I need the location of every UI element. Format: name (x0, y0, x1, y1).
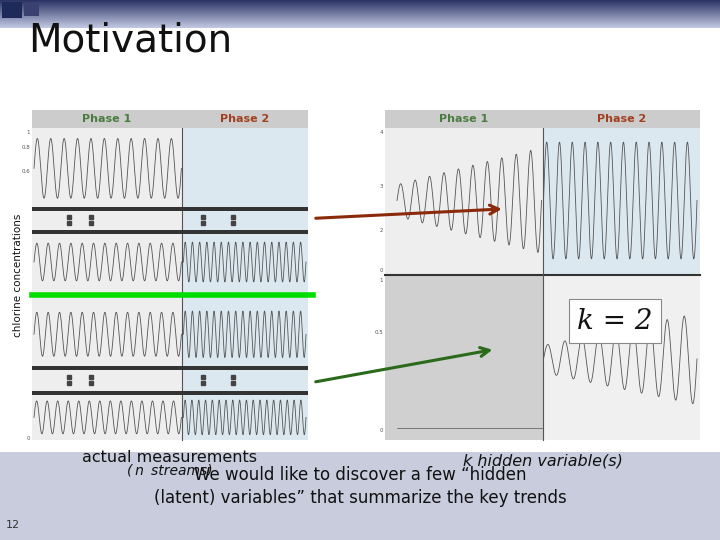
Text: 1: 1 (27, 130, 30, 134)
Text: 0: 0 (379, 428, 383, 433)
Bar (0, 1, 720, 2)
Text: 3: 3 (379, 184, 383, 190)
Bar (0, 3, 720, 4)
Bar (0, 14, 720, 15)
Text: 4: 4 (379, 131, 383, 136)
Text: 12: 12 (6, 520, 20, 530)
Bar (0, 4, 720, 5)
Bar (0, 21, 720, 22)
Text: Phase 1: Phase 1 (439, 114, 488, 124)
Text: 0.6: 0.6 (22, 169, 30, 174)
Bar (32, 230, 308, 234)
Bar (385, 110, 700, 440)
Bar (0, 17, 720, 18)
Bar (385, 275, 542, 440)
Bar (32, 391, 308, 395)
Text: Phase 2: Phase 2 (220, 114, 269, 124)
Bar (0, 12, 720, 13)
Bar (542, 128, 700, 275)
Bar (0, 9, 720, 10)
Bar (0, 22, 720, 23)
Bar (0, 13, 720, 14)
Bar (0, 25, 720, 26)
Bar (0, 19, 720, 20)
Text: 0: 0 (379, 267, 383, 273)
Text: 1: 1 (379, 278, 383, 282)
Text: actual measurements: actual measurements (83, 450, 258, 465)
Text: Phase 1: Phase 1 (82, 114, 131, 124)
Bar (0, 10, 720, 11)
Text: chlorine concentrations: chlorine concentrations (13, 213, 23, 336)
Text: Motivation: Motivation (28, 21, 232, 59)
Bar (182, 128, 308, 440)
Bar (0, 2, 720, 3)
Bar (0, 11, 720, 12)
Bar (385, 128, 542, 275)
Bar (385, 110, 700, 128)
Text: k hidden variable(s): k hidden variable(s) (462, 454, 622, 469)
Text: Phase 2: Phase 2 (597, 114, 646, 124)
Text: 0.8: 0.8 (22, 145, 30, 150)
Text: 0.5: 0.5 (374, 330, 383, 335)
Bar (0, 27, 720, 28)
Bar (0, 8, 720, 9)
Bar (32, 110, 308, 440)
Bar (32, 128, 182, 440)
Bar (0, 5, 720, 6)
Bar (542, 275, 700, 440)
Text: We would like to discover a few “hidden: We would like to discover a few “hidden (194, 466, 526, 484)
Text: (latent) variables” that summarize the key trends: (latent) variables” that summarize the k… (153, 489, 567, 507)
Bar (32, 207, 308, 211)
Text: k = 2: k = 2 (577, 308, 653, 335)
Bar (0, 16, 720, 17)
Bar (24, 4, 39, 16)
Bar (0, 26, 720, 27)
Bar (0, 7, 720, 8)
Bar (0, 18, 720, 19)
Bar (32, 110, 308, 128)
Bar (0, 6, 720, 7)
Text: 0: 0 (27, 435, 30, 441)
Bar (32, 366, 308, 370)
Text: 2: 2 (379, 228, 383, 233)
Bar (0, 15, 720, 16)
Text: ( n  streams): ( n streams) (127, 463, 213, 477)
Bar (0, 23, 720, 24)
Bar (0, 0, 720, 1)
Bar (0, 452, 720, 540)
Bar (0, 20, 720, 21)
Bar (2, 2, 22, 18)
Bar (0, 24, 720, 25)
